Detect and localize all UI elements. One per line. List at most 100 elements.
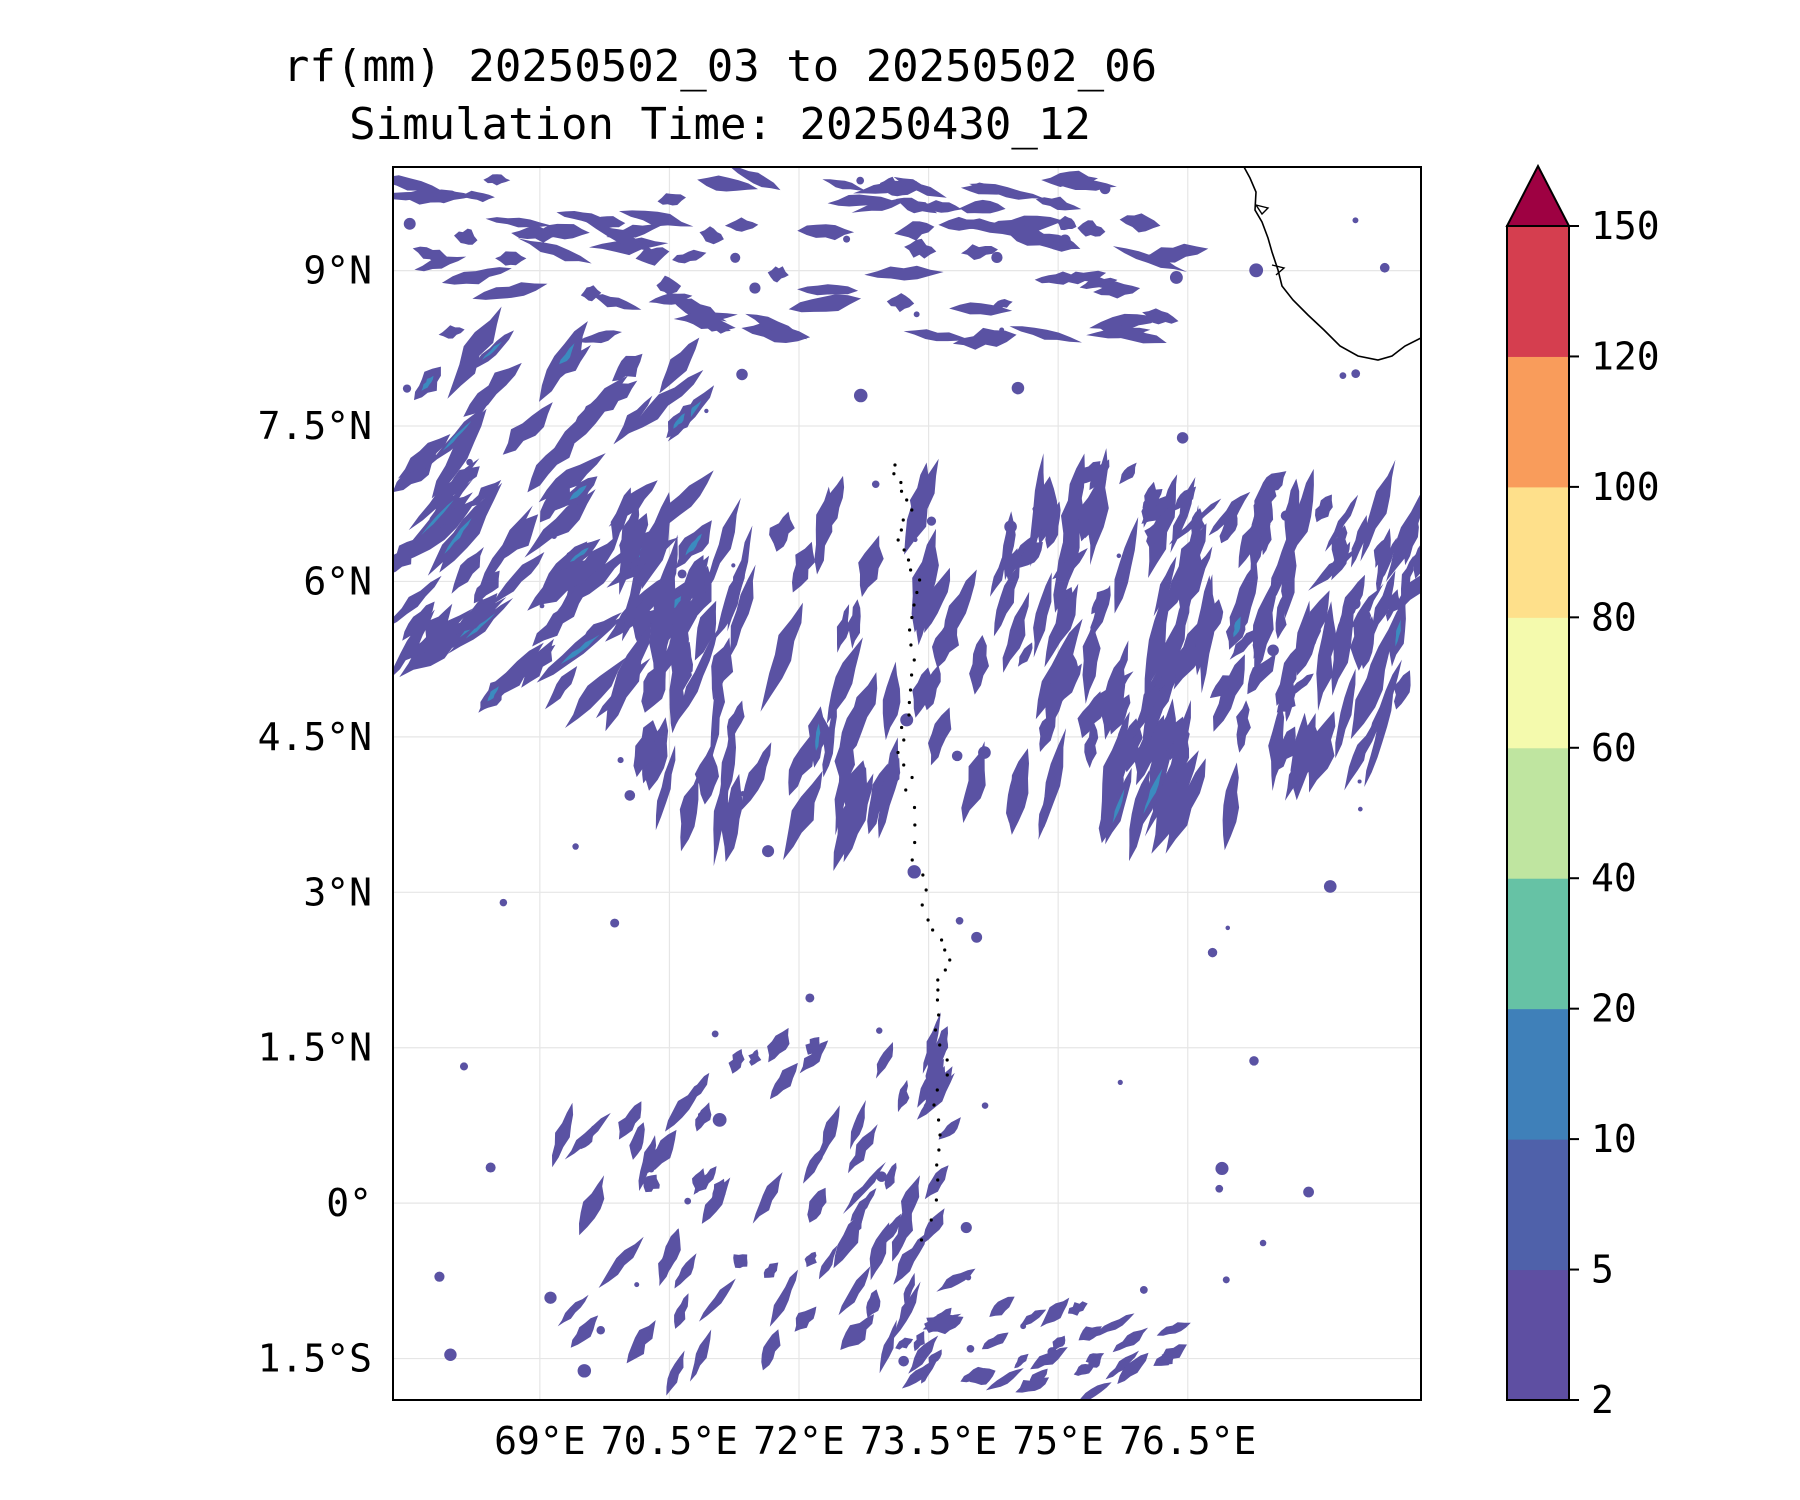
rain-cell — [989, 1296, 1015, 1317]
rain-cell — [915, 582, 930, 646]
rain-cell — [1144, 520, 1163, 548]
island — [910, 615, 914, 620]
rain-cell — [985, 1368, 1024, 1391]
rain-cell — [569, 547, 589, 562]
rain-cell — [895, 1337, 914, 1350]
rain-cell — [393, 575, 442, 625]
rain-cell — [472, 282, 548, 300]
rain-cell — [928, 1349, 942, 1367]
rainfall-contours — [393, 167, 1421, 1400]
rain-cell — [638, 1135, 657, 1191]
island — [913, 823, 917, 827]
rain-cell — [903, 329, 971, 342]
rain-cell — [699, 226, 724, 245]
island — [907, 700, 911, 705]
rain-speck — [1020, 1323, 1027, 1330]
rain-cell — [1236, 700, 1251, 753]
rain-cell — [1143, 768, 1163, 814]
rain-cell — [1172, 486, 1197, 512]
rain-cell — [875, 1042, 894, 1079]
colorbar-tick-label: 40 — [1591, 856, 1637, 900]
rain-cell — [502, 402, 553, 455]
island — [902, 548, 906, 552]
rain-speck — [1352, 217, 1359, 224]
island — [904, 788, 908, 792]
rain-speck — [402, 384, 412, 393]
rain-speck — [596, 1326, 605, 1335]
colorbar-tick-label: 5 — [1591, 1248, 1614, 1292]
coast-island — [1254, 203, 1270, 216]
rain-cell — [402, 601, 435, 641]
island — [919, 1238, 924, 1242]
rain-cell — [711, 637, 734, 701]
rain-cell — [1072, 461, 1101, 487]
rain-cell — [393, 191, 445, 201]
rain-cell — [897, 1079, 910, 1113]
rain-speck — [1249, 263, 1264, 278]
rain-cell — [421, 500, 454, 536]
latitude-tick-labels: 9°N 7.5°N 6°N 4.5°N 3°N 1.5°N 0° 1.5°S — [258, 249, 372, 1381]
rain-cell — [1364, 694, 1394, 787]
rain-cell — [893, 1281, 921, 1339]
rain-cell — [922, 1208, 945, 1245]
rain-speck — [749, 282, 761, 294]
rain-cell — [769, 1269, 798, 1327]
island — [920, 903, 924, 907]
rain-cell — [1052, 548, 1088, 580]
rain-cell — [815, 723, 821, 751]
rain-cell — [884, 1162, 897, 1190]
rain-cell — [1153, 1344, 1187, 1366]
rain-cell — [447, 306, 502, 399]
rain-cell — [441, 267, 512, 285]
rain-speck — [439, 524, 452, 537]
rain-cell — [752, 1172, 783, 1224]
rain-speck — [907, 865, 921, 879]
rain-cell — [728, 564, 756, 660]
rain-cell — [685, 533, 702, 556]
lat-tick-label: 3°N — [303, 870, 372, 914]
island — [912, 603, 916, 607]
rain-speck — [544, 1291, 557, 1304]
rain-speck — [876, 1171, 887, 1182]
rain-cell — [560, 634, 600, 665]
colorbar-tick-label: 2 — [1591, 1378, 1614, 1422]
rain-speck — [965, 1274, 972, 1281]
rain-cell — [1208, 491, 1251, 536]
rain-cell — [1040, 1297, 1070, 1328]
colorbar-tick-label: 120 — [1591, 334, 1660, 378]
rain-cell — [618, 1101, 642, 1140]
island — [902, 763, 906, 767]
rain-cell — [1229, 625, 1261, 660]
rain-speck — [1379, 262, 1390, 273]
rain-cell — [454, 593, 498, 636]
rain-cell — [763, 1262, 779, 1278]
rain-cell — [1252, 623, 1269, 659]
rain-cell — [673, 413, 685, 429]
rain-cell — [879, 176, 903, 192]
rain-cell — [678, 628, 719, 720]
rain-cell — [1363, 659, 1402, 757]
island — [948, 958, 952, 962]
lon-tick-label: 72°E — [753, 1419, 845, 1463]
island — [933, 1028, 938, 1032]
rain-cell — [1209, 599, 1224, 634]
rain-speck — [1207, 947, 1218, 958]
rain-cell — [912, 667, 935, 718]
rain-speck — [1176, 432, 1189, 444]
rain-cell — [694, 600, 717, 661]
rain-speck — [999, 327, 1005, 333]
rain-cell — [643, 1174, 660, 1193]
rain-cell — [444, 518, 472, 554]
island — [908, 688, 913, 692]
rain-cell — [1039, 711, 1057, 752]
island — [935, 1088, 939, 1092]
lat-tick-label: 0° — [326, 1181, 372, 1225]
rain-cell — [822, 475, 845, 536]
rain-cell — [1307, 711, 1336, 793]
lon-tick-label: 73.5°E — [860, 1419, 997, 1463]
rain-cell — [673, 311, 738, 324]
rain-cell — [1194, 575, 1212, 676]
rain-cell — [465, 613, 496, 639]
rain-cell — [397, 434, 451, 479]
rain-cell — [1119, 213, 1161, 233]
